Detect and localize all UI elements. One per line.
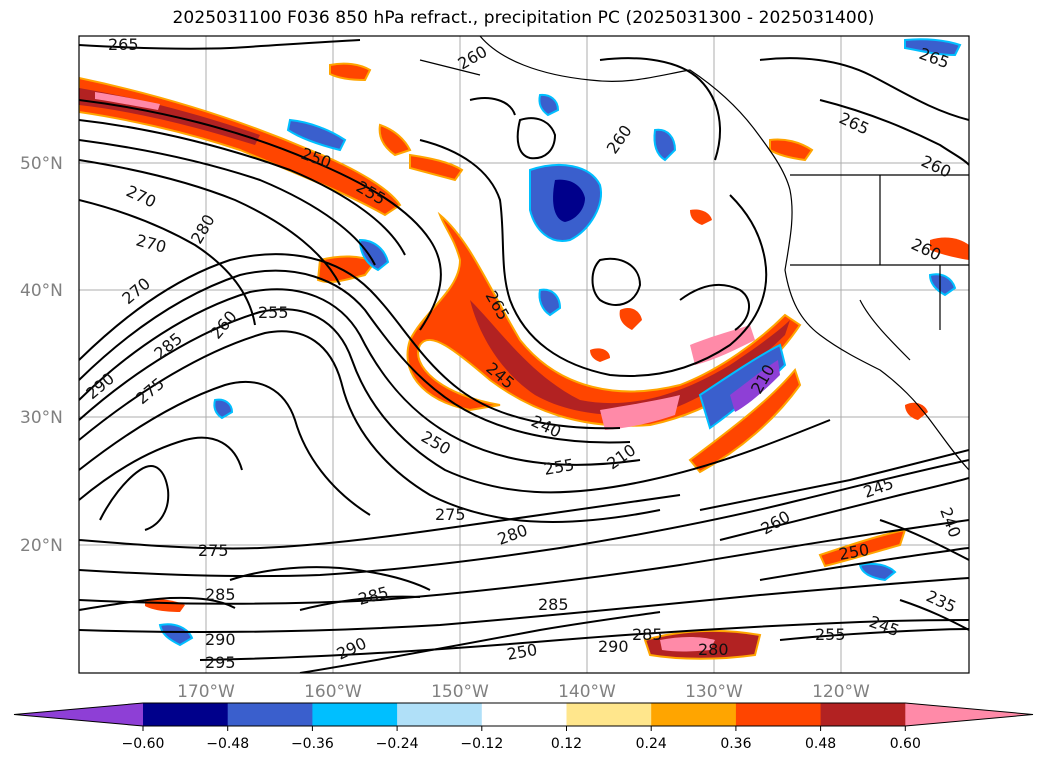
colorbar-segment (735, 703, 822, 726)
lat-label-30n: 30°N (20, 408, 63, 428)
colorbar-segment (651, 703, 737, 726)
lon-label-120w: 120°W (812, 682, 870, 702)
contour-label: 280 (698, 640, 729, 659)
contour-label: 285 (538, 595, 569, 614)
colorbar-tick-label: −0.60 (122, 736, 165, 752)
colorbar-tick-label: −0.48 (206, 736, 249, 752)
colorbar-segment (481, 703, 567, 726)
longitude-labels: 170°W 160°W 150°W 140°W 130°W 120°W (177, 682, 870, 702)
colorbar-tick-label: −0.12 (460, 736, 503, 752)
map-title: 2025031100 F036 850 hPa refract., precip… (172, 8, 875, 28)
contour-label: 275 (435, 505, 466, 524)
colorbar-segment (397, 703, 483, 726)
colorbar-tick-label: −0.36 (291, 736, 334, 752)
contour-label: 255 (815, 625, 846, 644)
refractivity-contours (79, 39, 969, 673)
colorbar-tick-label: 0.36 (720, 736, 751, 752)
contour-label: 285 (205, 585, 236, 604)
contour-label: 275 (198, 541, 229, 560)
contour-label: 290 (598, 637, 629, 656)
colorbar-segment (143, 703, 229, 726)
lon-label-170w: 170°W (177, 682, 235, 702)
precip-positive-areas (79, 62, 969, 660)
colorbar-segment (312, 703, 398, 726)
colorbar-extend-min (14, 703, 143, 726)
colorbar: −0.60 −0.48 −0.36 −0.24 −0.12 0.12 0.24 0.36 0.4… (13, 702, 1034, 752)
map-frame (78, 35, 970, 674)
contour-label: 265 (108, 35, 139, 54)
colorbar-segment (227, 703, 313, 726)
lat-label-40n: 40°N (20, 281, 63, 301)
lon-label-130w: 130°W (685, 682, 743, 702)
lon-label-160w: 160°W (304, 682, 362, 702)
colorbar-tick-label: −0.24 (376, 736, 419, 752)
colorbar-tick-label: 0.12 (551, 736, 582, 752)
colorbar-segment (566, 703, 652, 726)
contour-label: 295 (205, 653, 236, 672)
lat-label-20n: 20°N (20, 536, 63, 556)
coastline (419, 36, 969, 471)
map-content (79, 36, 969, 673)
contour-label: 290 (205, 630, 236, 649)
lon-label-140w: 140°W (558, 682, 616, 702)
colorbar-extend-max (905, 703, 1033, 726)
colorbar-tick-label: 0.24 (636, 736, 667, 752)
lon-label-150w: 150°W (431, 682, 489, 702)
contour-label: 255 (258, 303, 289, 322)
contour-label: 285 (632, 625, 663, 644)
latitude-labels: 50°N 40°N 30°N 20°N (20, 154, 63, 556)
colorbar-segment (820, 703, 906, 726)
colorbar-tick-label: 0.60 (890, 736, 921, 752)
precip-negative-areas (158, 38, 962, 647)
lat-label-50n: 50°N (20, 154, 63, 174)
colorbar-tick-label: 0.48 (805, 736, 836, 752)
